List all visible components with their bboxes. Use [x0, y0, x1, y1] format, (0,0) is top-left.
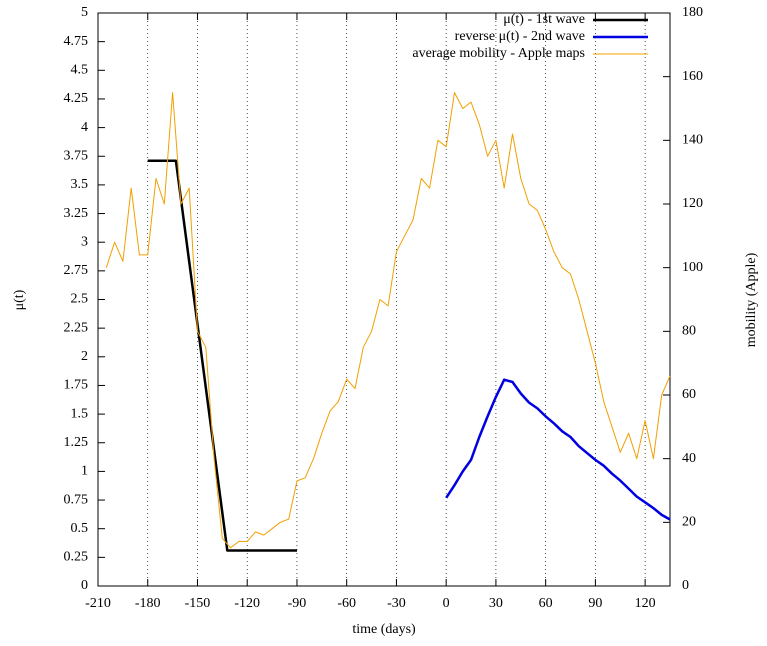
x-tick-label: 0 [443, 596, 450, 611]
y2-axis-label: mobility (Apple) [744, 252, 759, 347]
y-tick-label: 0.5 [71, 521, 89, 536]
y-tick-label: 2.75 [64, 263, 89, 278]
y-tick-label: 1.5 [71, 406, 89, 421]
y-tick-label: 1.25 [64, 435, 89, 450]
x-tick-label: -210 [85, 596, 111, 611]
x-tick-label: -90 [288, 596, 307, 611]
y2-tick-label: 160 [682, 69, 703, 84]
y-tick-label: 4.5 [71, 63, 89, 78]
y2-tick-label: 0 [682, 578, 689, 593]
x-tick-label: 60 [539, 596, 553, 611]
y-tick-label: 3.25 [64, 206, 89, 221]
legend-label: reverse μ(t) - 2nd wave [455, 29, 585, 44]
y-tick-label: 3.5 [71, 177, 89, 192]
y-tick-label: 3.75 [64, 148, 89, 163]
x-tick-label: -60 [337, 596, 356, 611]
y2-tick-label: 140 [682, 133, 703, 148]
y-tick-label: 0.25 [64, 550, 89, 565]
y2-tick-label: 40 [682, 451, 696, 466]
legend-label: average mobility - Apple maps [412, 46, 585, 61]
x-tick-label: -150 [185, 596, 211, 611]
y-tick-label: 5 [81, 5, 88, 20]
y-tick-label: 4.75 [64, 34, 89, 49]
x-tick-label: 120 [635, 596, 656, 611]
series-line [445, 378, 671, 521]
y2-tick-label: 80 [682, 324, 696, 339]
y-tick-label: 4.25 [64, 91, 89, 106]
y2-tick-label: 60 [682, 387, 696, 402]
x-tick-label: 30 [489, 596, 503, 611]
x-axis-label: time (days) [352, 622, 416, 637]
y-tick-label: 3 [81, 234, 88, 249]
y-tick-label: 1 [81, 464, 88, 479]
series-line [105, 92, 671, 549]
x-tick-label: -180 [135, 596, 161, 611]
y-tick-label: 2.5 [71, 292, 89, 307]
y-tick-label: 0 [81, 578, 88, 593]
y2-tick-label: 100 [682, 260, 703, 275]
legend-label: μ(t) - 1st wave [503, 12, 585, 27]
series-line [147, 159, 297, 552]
y-axis-label: μ(t) [12, 289, 27, 310]
x-tick-label: -30 [387, 596, 406, 611]
y-tick-label: 2.25 [64, 320, 89, 335]
y2-tick-label: 120 [682, 196, 703, 211]
x-tick-label: 90 [588, 596, 602, 611]
y2-tick-label: 20 [682, 515, 696, 530]
y-tick-label: 1.75 [64, 378, 89, 393]
y-tick-label: 2 [81, 349, 88, 364]
y-tick-label: 4 [81, 120, 88, 135]
y-tick-label: 0.75 [64, 492, 89, 507]
plot-frame [97, 12, 671, 587]
y2-tick-label: 180 [682, 5, 703, 20]
x-tick-label: -120 [234, 596, 260, 611]
